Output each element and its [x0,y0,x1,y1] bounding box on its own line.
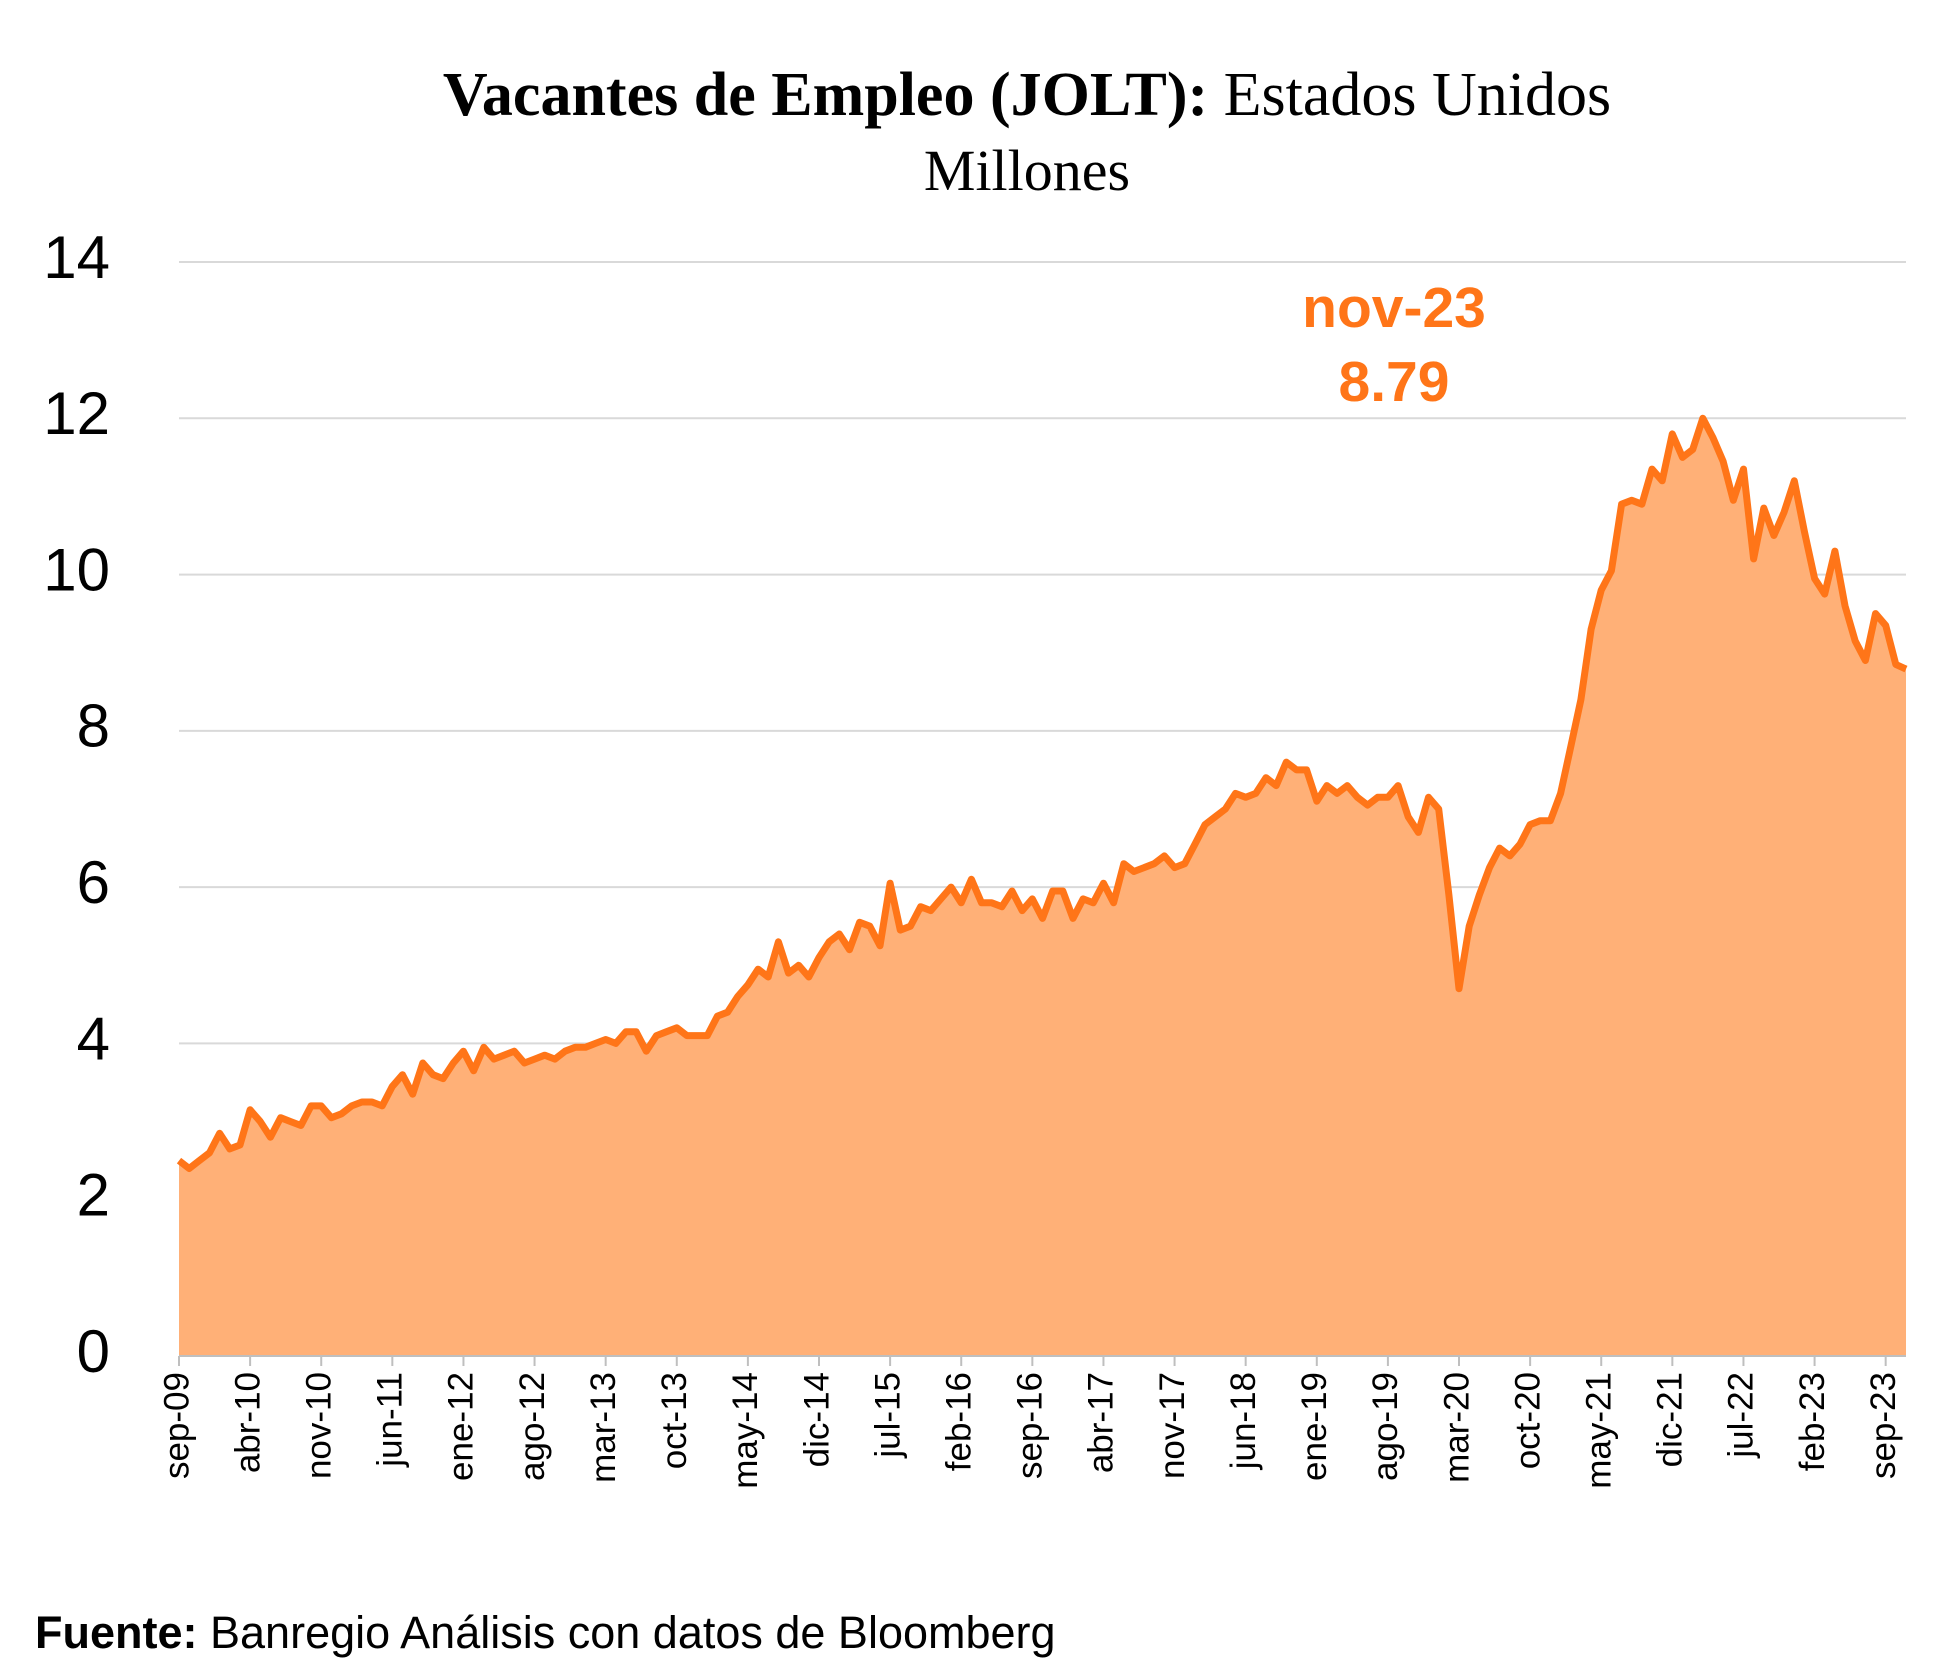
y-tick-label: 8 [77,693,110,760]
x-tick-label: jul-15 [868,1372,907,1459]
subtitle: Millones [924,138,1130,203]
x-tick-label: ene-19 [1295,1372,1334,1481]
x-tick-label: sep-09 [157,1372,196,1479]
line [176,414,1908,1172]
x-tick-label: feb-16 [939,1372,978,1471]
source-label: Fuente: [35,1607,198,1658]
x-tick-label: ago-12 [513,1372,552,1481]
x-tick-label: jun-11 [371,1372,410,1468]
title-bold: Vacantes de Empleo (JOLT): [443,61,1208,129]
x-tick-label: oct-20 [1508,1372,1547,1469]
x-tick-label: nov-10 [299,1372,338,1479]
x-tick-label: dic-14 [797,1372,836,1467]
x-tick-label: ago-19 [1366,1372,1405,1481]
x-tick-label: ene-12 [442,1372,481,1481]
y-tick-label: 4 [77,1005,110,1072]
plot-area: 0 2 4 6 8 10 12 14 sep-09 abr-10 nov-10 jun-11 ene-1… [43,224,1908,1489]
x-tick-label: abr-17 [1082,1372,1121,1473]
y-tick-label: 14 [43,224,110,291]
y-tick-label: 0 [77,1318,110,1385]
x-tick-label: jul-22 [1722,1372,1761,1459]
x-tick-label: nov-17 [1153,1372,1192,1479]
x-tick-label: jun-18 [1224,1372,1263,1470]
source-text: Banregio Análisis con datos de Bloomberg [210,1607,1056,1658]
x-tick-label: oct-13 [655,1372,694,1469]
title-rest: Estados Unidos [1224,61,1612,129]
source: Fuente: Banregio Análisis con datos de B… [35,1607,1056,1658]
x-tick-label: may-21 [1579,1372,1618,1489]
annotation-value: 8.79 [1339,350,1450,414]
y-tick-label: 6 [77,849,110,916]
x-tick-label: mar-20 [1437,1372,1476,1483]
chart-title: Vacantes de Empleo (JOLT): Estados Unido… [443,61,1611,129]
x-tick-label: sep-16 [1011,1372,1050,1479]
x-tick-label: abr-10 [228,1372,267,1473]
x-tick-label: mar-13 [584,1372,623,1483]
x-tick-label: sep-23 [1864,1372,1903,1479]
y-tick-label: 2 [77,1162,110,1229]
x-tick-label: dic-21 [1651,1372,1690,1467]
area [179,418,1906,1356]
x-tick-label: feb-23 [1793,1372,1832,1471]
annotation-label: nov-23 [1302,276,1486,340]
x-tick-label: may-14 [726,1372,765,1489]
y-tick-label: 10 [43,536,110,603]
y-tick-label: 12 [43,380,110,447]
